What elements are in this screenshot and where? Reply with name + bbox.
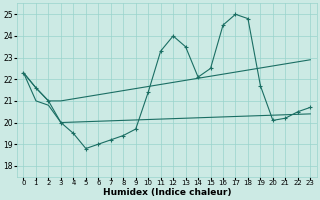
X-axis label: Humidex (Indice chaleur): Humidex (Indice chaleur) bbox=[103, 188, 231, 197]
